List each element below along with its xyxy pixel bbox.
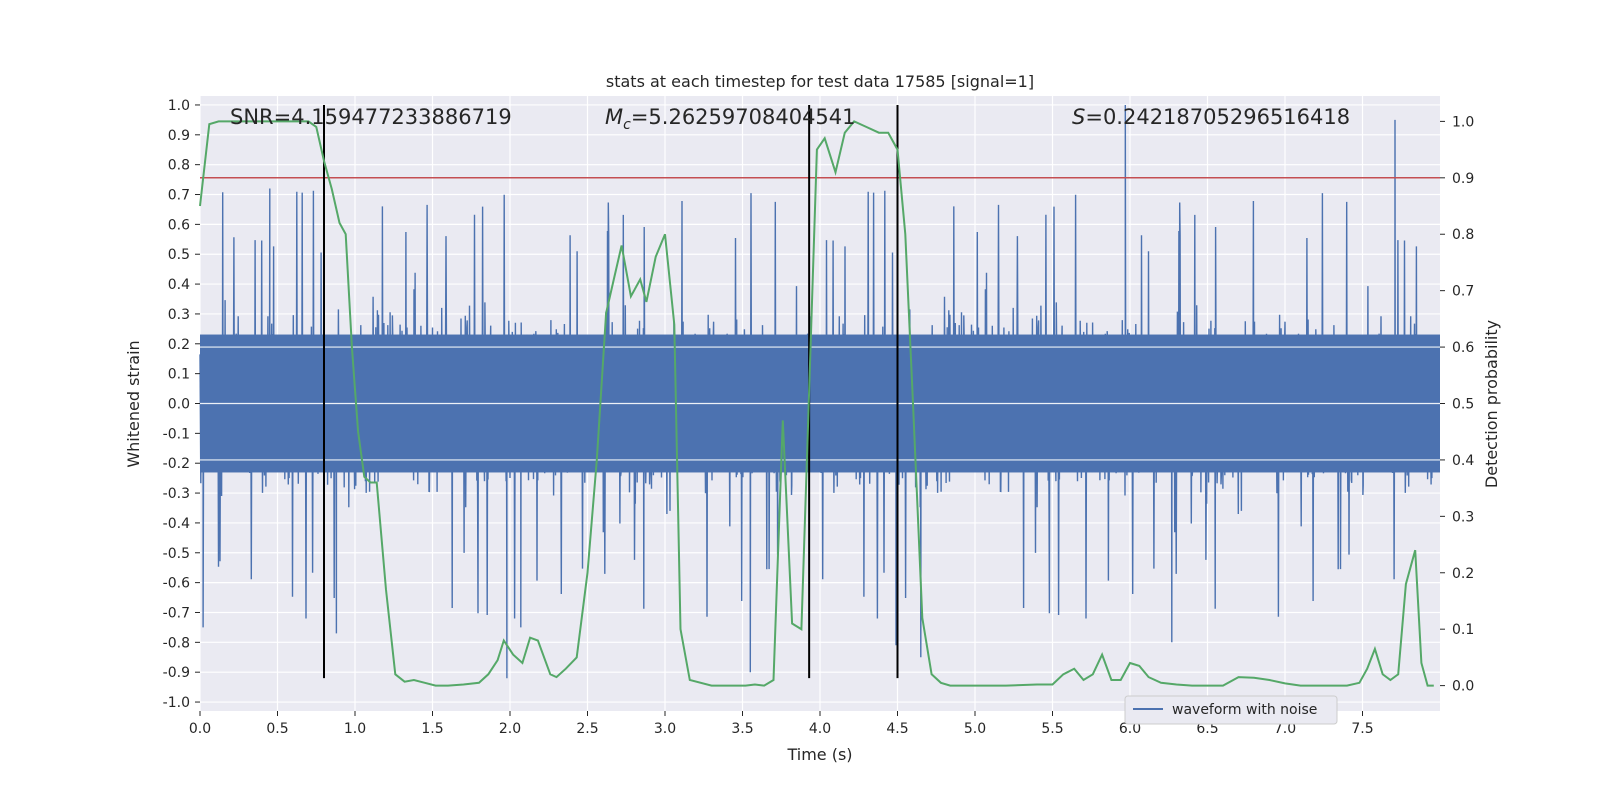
- y2-tick-label: 0.6: [1452, 340, 1474, 356]
- y-tick-label: -0.8: [163, 635, 190, 651]
- y2-tick-label: 0.0: [1452, 679, 1474, 695]
- y-tick-label: -0.4: [163, 516, 190, 532]
- y-axis-label: Whitened strain: [124, 340, 143, 467]
- y2-tick-label: 0.9: [1452, 171, 1474, 187]
- y-tick-label: 0.5: [168, 247, 190, 263]
- grid-overlay: [200, 346, 1440, 461]
- legend: waveform with noise: [1124, 695, 1338, 725]
- y2-tick-label: 1.0: [1452, 114, 1474, 130]
- y2-axis-ticks: 0.0 0.1 0.2 0.3 0.4 0.5 0.6 0.7 0.8 0.9 1.0: [1440, 114, 1474, 695]
- y2-tick-label: 0.3: [1452, 509, 1474, 525]
- y2-tick-label: 0.5: [1452, 397, 1474, 413]
- y2-axis-label: Detection probability: [1482, 320, 1501, 488]
- y-tick-label: -0.3: [163, 486, 190, 502]
- y2-tick-label: 0.8: [1452, 227, 1474, 243]
- x-tick-label: 0.5: [266, 721, 288, 737]
- y-tick-label: 0.2: [168, 337, 190, 353]
- y-tick-label: 0.0: [168, 397, 190, 413]
- y-tick-label: 0.9: [168, 128, 190, 144]
- x-tick-label: 5.5: [1041, 721, 1063, 737]
- legend-box: [1124, 695, 1338, 725]
- y-tick-label: 0.4: [168, 277, 190, 293]
- y-tick-label: 0.6: [168, 217, 190, 233]
- snr-annotation: SNR=4.159477233886719: [230, 105, 512, 129]
- x-tick-label: 5.0: [964, 721, 986, 737]
- x-tick-label: 7.0: [1274, 721, 1296, 737]
- y-tick-label: -0.1: [163, 426, 190, 442]
- y2-tick-label: 0.1: [1452, 622, 1474, 638]
- y-tick-label: -0.6: [163, 576, 190, 592]
- y-tick-label: -1.0: [163, 695, 190, 711]
- y2-tick-label: 0.4: [1452, 453, 1474, 469]
- y-tick-label: -0.5: [163, 546, 190, 562]
- x-tick-label: 3.5: [731, 721, 753, 737]
- x-tick-label: 1.0: [344, 721, 366, 737]
- y-tick-label: -0.7: [163, 605, 190, 621]
- y-tick-label: 0.7: [168, 188, 190, 204]
- x-tick-label: 6.5: [1196, 721, 1218, 737]
- x-tick-label: 2.0: [499, 721, 521, 737]
- y-tick-label: 0.3: [168, 307, 190, 323]
- legend-label: waveform with noise: [1172, 702, 1317, 718]
- x-axis-label: Time (s): [786, 745, 852, 764]
- y-axis-ticks: -1.0 -0.9 -0.8 -0.7 -0.6 -0.5 -0.4 -0.3 -0.2 -0.1…: [163, 98, 200, 711]
- x-tick-label: 0.0: [189, 721, 211, 737]
- x-tick-label: 6.0: [1119, 721, 1141, 737]
- x-tick-label: 1.5: [421, 721, 443, 737]
- x-tick-label: 3.0: [654, 721, 676, 737]
- s-annotation: S=0.24218705296516418: [1072, 105, 1350, 129]
- y2-tick-label: 0.2: [1452, 566, 1474, 582]
- chirp-mass-annotation: Mc=5.26259708404541: [605, 105, 856, 133]
- y-tick-label: 1.0: [168, 98, 190, 114]
- chart-title: stats at each timestep for test data 175…: [606, 72, 1034, 91]
- y-tick-label: -0.2: [163, 456, 190, 472]
- detection-probability-line: [199, 120, 1434, 687]
- x-tick-label: 2.5: [576, 721, 598, 737]
- x-tick-label: 4.5: [886, 721, 908, 737]
- y-tick-label: 0.1: [168, 367, 190, 383]
- y-tick-label: 0.8: [168, 158, 190, 174]
- x-axis-ticks: 0.0 0.5 1.0 1.5 2.0 2.5 3.0 3.5 4.0 4.5 5.0 5.5 6.0 6…: [189, 711, 1374, 737]
- y2-tick-label: 0.7: [1452, 284, 1474, 300]
- y-tick-label: -0.9: [163, 665, 190, 681]
- x-tick-label: 4.0: [809, 721, 831, 737]
- x-tick-label: 7.5: [1351, 721, 1373, 737]
